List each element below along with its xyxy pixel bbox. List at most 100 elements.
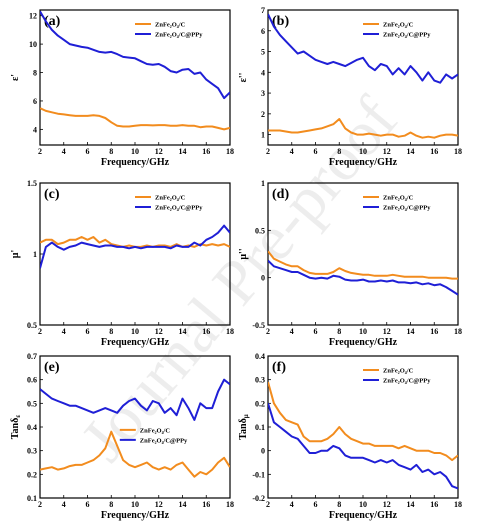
x-tick-label: 12 (155, 327, 163, 336)
y-tick-label: 0.2 (255, 399, 265, 408)
y-tick-label: 0.6 (27, 376, 37, 385)
x-tick-label: 14 (179, 327, 187, 336)
y-tick-label: 0.4 (255, 352, 265, 361)
legend-entry: ZnFe₂O₄/C@PPy (383, 205, 431, 212)
series-line-znfe2o4-c-ppy (268, 259, 458, 296)
legend-entry: ZnFe₂O₄/C@PPy (383, 378, 431, 385)
x-tick-label: 6 (314, 327, 318, 336)
x-tick-label: 14 (179, 147, 187, 156)
legend-entry: ZnFe₂O₄/C (383, 195, 414, 202)
legend-entry: ZnFe₂O₄/C (383, 22, 414, 29)
y-axis-label: ε' (10, 74, 21, 81)
chart-panel-2: 2 4 6 8 10 12 14 16 181234567Frequency/GHzε''(b)… (238, 6, 462, 168)
y-tick-label: 1 (261, 131, 265, 140)
plot-frame (39, 9, 231, 146)
series-line-znfe2o4-c (40, 107, 230, 131)
y-tick-label: 4 (261, 68, 265, 77)
x-tick-label: 10 (131, 500, 139, 509)
x-tick-label: 14 (179, 500, 187, 509)
x-tick-label: 10 (131, 147, 139, 156)
x-tick-label: 12 (155, 500, 163, 509)
chart-panel-5: 2 4 6 8 10 12 14 16 18 0.1 0.2 0.3 0.4 0.5 0.6 0.7 Frequ… (10, 352, 234, 521)
x-tick-label: 10 (359, 500, 367, 509)
x-tick-label: 16 (202, 327, 210, 336)
y-tick-label: 0.1 (255, 423, 265, 432)
series-line-znfe2o4-c-ppy (40, 224, 230, 269)
x-tick-label: 18 (226, 327, 234, 336)
x-tick-label: 8 (109, 147, 113, 156)
x-tick-label: 8 (337, 147, 341, 156)
y-tick-label: 1.5 (27, 179, 37, 188)
x-axis-label: Frequency/GHz (329, 510, 398, 521)
x-tick-label: 2 (266, 147, 270, 156)
y-tick-label: 0.4 (27, 423, 37, 432)
x-tick-label: 10 (359, 327, 367, 336)
x-tick-label: 18 (454, 327, 462, 336)
x-tick-label: 10 (131, 327, 139, 336)
panel-label: (c) (44, 187, 60, 202)
x-tick-label: 16 (430, 147, 438, 156)
y-tick-label: 0 (261, 447, 265, 456)
x-tick-label: 8 (109, 327, 113, 336)
y-tick-label: 0.5 (27, 321, 37, 330)
y-axis-label: μ' (10, 250, 21, 259)
x-tick-label: 12 (155, 147, 163, 156)
x-axis-label: Frequency/GHz (101, 337, 170, 348)
x-tick-label: 6 (86, 147, 90, 156)
y-tick-label: 0.5 (27, 399, 37, 408)
legend-entry: ZnFe₂O₄/C@PPy (383, 32, 431, 39)
legend-entry: ZnFe₂O₄/C (140, 427, 171, 434)
y-tick-label: 2 (261, 110, 265, 119)
y-tick-label: 0.1 (27, 494, 37, 503)
y-tick-label: 12 (29, 12, 37, 21)
legend-entry: ZnFe₂O₄/C (155, 195, 186, 202)
x-tick-label: 18 (226, 500, 234, 509)
x-tick-label: 16 (202, 147, 210, 156)
y-tick-label: 0.2 (27, 470, 37, 479)
x-tick-label: 18 (454, 500, 462, 509)
legend-entry: ZnFe₂O₄/C (155, 22, 186, 29)
y-tick-label: -0.2 (252, 494, 265, 503)
y-tick-label: 7 (261, 6, 265, 15)
x-tick-label: 6 (86, 500, 90, 509)
x-tick-label: 14 (407, 500, 415, 509)
y-axis-label: ε'' (238, 72, 249, 82)
x-tick-label: 2 (38, 500, 42, 509)
x-tick-label: 12 (383, 147, 391, 156)
chart-panel-6: 2 4 6 8 10 12 14 16 18 -0.2 -0.1 0 0.1 0.2 0.3 0.4 Frequ… (238, 352, 462, 521)
x-tick-label: 2 (266, 500, 270, 509)
panel-label: (b) (272, 14, 289, 29)
panel-label: (f) (272, 360, 286, 375)
y-tick-label: 1 (261, 179, 265, 188)
x-tick-label: 4 (290, 147, 294, 156)
series-line-znfe2o4-c-ppy (40, 10, 230, 100)
x-tick-label: 16 (202, 500, 210, 509)
y-tick-label: 5 (261, 48, 265, 57)
series-line-znfe2o4-c (40, 430, 230, 478)
y-tick-label: 0.3 (27, 447, 37, 456)
x-tick-label: 6 (86, 327, 90, 336)
series-line-znfe2o4-c-ppy (268, 403, 458, 490)
y-tick-label: 10 (29, 40, 37, 49)
x-tick-label: 16 (430, 500, 438, 509)
y-tick-label: 1 (33, 250, 37, 259)
x-tick-label: 18 (454, 147, 462, 156)
series-line-znfe2o4-c (268, 250, 458, 280)
y-tick-label: 6 (33, 97, 37, 106)
series-line-znfe2o4-c-ppy (40, 378, 230, 421)
y-axis-label: Tanδε (10, 415, 22, 440)
x-tick-label: 2 (266, 327, 270, 336)
chart-panel-4: 2 4 6 8 10 12 14 16 18 -0.5 0 0.5 1 Frequency/GHz μ'' (… (238, 179, 462, 348)
x-tick-label: 14 (407, 327, 415, 336)
x-tick-label: 14 (407, 147, 415, 156)
x-tick-label: 6 (314, 500, 318, 509)
y-tick-label: 0 (261, 274, 265, 283)
watermark-text: Journal Pre-proof (67, 83, 411, 474)
x-axis-label: Frequency/GHz (101, 510, 170, 521)
x-tick-label: 4 (62, 147, 66, 156)
x-tick-label: 4 (62, 327, 66, 336)
panel-label: (e) (44, 360, 60, 375)
